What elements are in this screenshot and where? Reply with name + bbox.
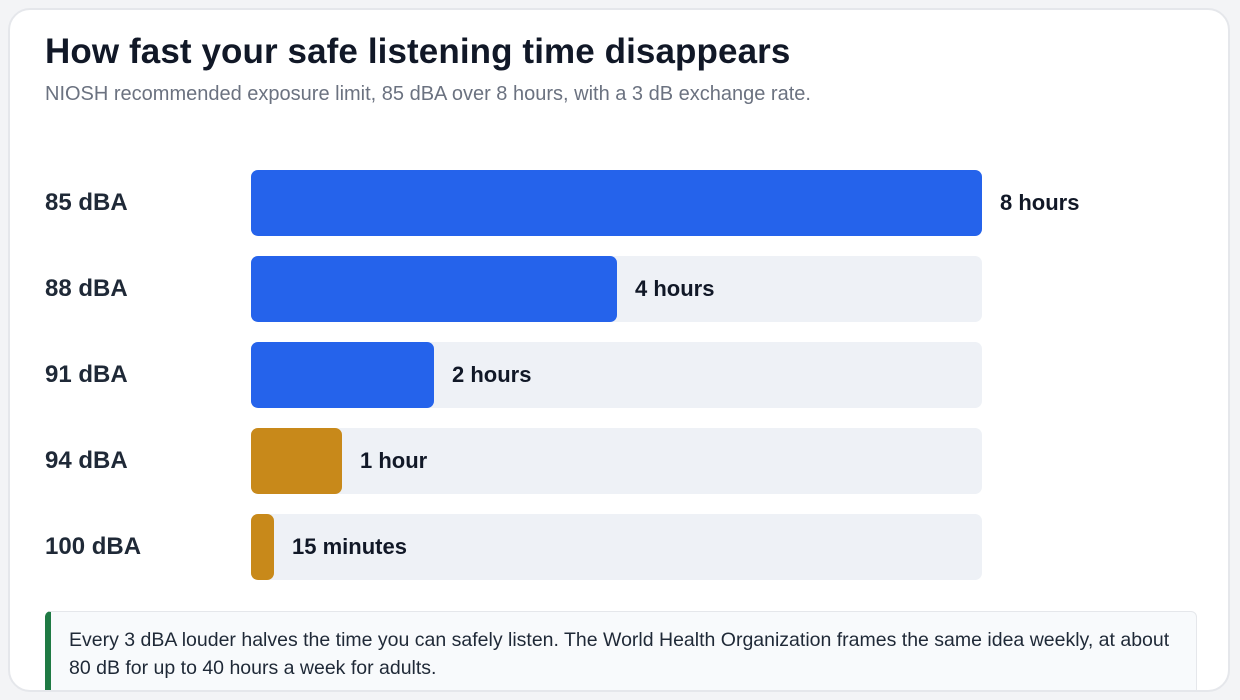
chart-card: How fast your safe listening time disapp… [8, 8, 1230, 692]
bar-row: 91 dBA 2 hours [45, 342, 1195, 408]
bar-track: 1 hour [251, 428, 982, 494]
category-label: 91 dBA [45, 361, 128, 388]
bar [251, 170, 982, 236]
bar [251, 256, 617, 322]
category-label: 88 dBA [45, 275, 128, 302]
bar-row: 85 dBA 8 hours [45, 170, 1195, 236]
bar-track: 8 hours [251, 170, 1079, 236]
value-label: 8 hours [1000, 190, 1080, 215]
bar [251, 342, 434, 408]
chart-title: How fast your safe listening time disapp… [45, 32, 791, 71]
category-label: 100 dBA [45, 533, 142, 560]
callout-note-text: Every 3 dBA louder halves the time you c… [69, 629, 1170, 679]
bar-track: 2 hours [251, 342, 982, 408]
bar-chart: 85 dBA 8 hours 88 dBA 4 hours 91 dBA 2 hours 9… [10, 10, 1228, 610]
bar [251, 428, 342, 494]
bar-row: 100 dBA 15 minutes [45, 514, 1195, 580]
chart-subtitle: NIOSH recommended exposure limit, 85 dBA… [45, 83, 811, 105]
value-label: 1 hour [360, 448, 428, 473]
bar [251, 514, 274, 580]
bar-row: 88 dBA 4 hours [45, 256, 1195, 322]
callout-note: Every 3 dBA louder halves the time you c… [45, 611, 1197, 690]
category-label: 85 dBA [45, 189, 128, 216]
bar-track: 4 hours [251, 256, 982, 322]
bar-row: 94 dBA 1 hour [45, 428, 1195, 494]
value-label: 2 hours [452, 362, 532, 387]
value-label: 15 minutes [292, 534, 407, 559]
category-label: 94 dBA [45, 447, 128, 474]
bar-track: 15 minutes [251, 514, 982, 580]
value-label: 4 hours [635, 276, 715, 301]
